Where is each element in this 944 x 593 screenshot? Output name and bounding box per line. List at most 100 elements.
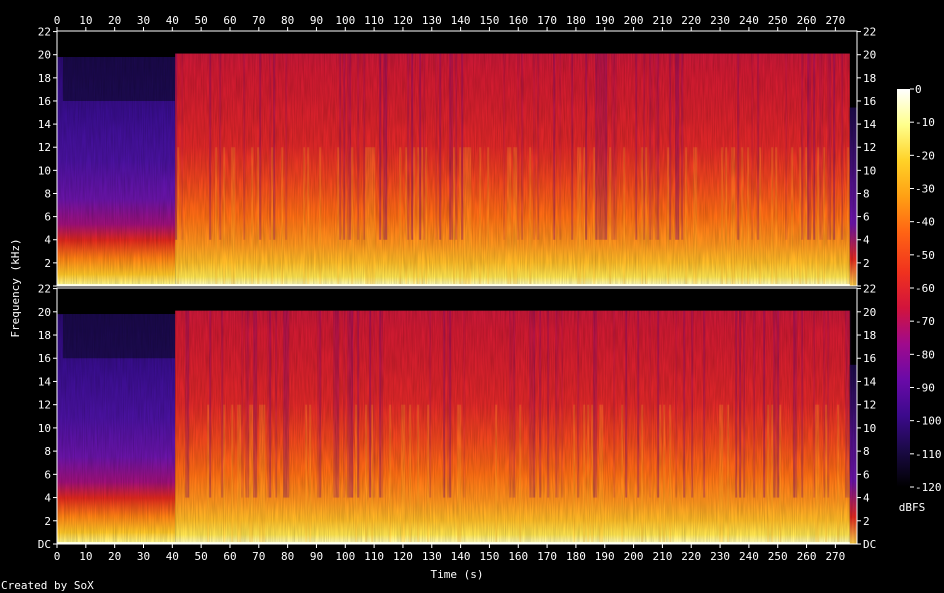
x-tick-label-bottom: 180 bbox=[566, 550, 586, 563]
x-tick-label-bottom: 60 bbox=[223, 550, 236, 563]
y-tick-label-left: 16 bbox=[38, 95, 51, 108]
y-tick-label-right: 18 bbox=[863, 72, 876, 85]
x-tick-label-top: 0 bbox=[54, 14, 61, 27]
y-tick-label-left: 14 bbox=[38, 375, 52, 388]
x-tick-label-top: 270 bbox=[825, 14, 845, 27]
x-tick-label-top: 260 bbox=[797, 14, 817, 27]
colorbar-tick-label: -80 bbox=[915, 348, 935, 361]
spectrogram-left bbox=[57, 31, 857, 286]
x-tick-label-top: 170 bbox=[537, 14, 557, 27]
x-tick-label-bottom: 10 bbox=[79, 550, 92, 563]
y-tick-label-right: DC bbox=[863, 538, 876, 551]
x-tick-label-top: 100 bbox=[335, 14, 355, 27]
y-tick-label-right: 6 bbox=[863, 468, 870, 481]
x-axis-label: Time (s) bbox=[431, 568, 484, 581]
spectrogram-right bbox=[57, 288, 857, 544]
x-tick-label-bottom: 50 bbox=[195, 550, 208, 563]
x-tick-label-top: 20 bbox=[108, 14, 121, 27]
colorbar-tick-label: -20 bbox=[915, 149, 935, 162]
x-tick-label-bottom: 80 bbox=[281, 550, 294, 563]
y-tick-label-left: 10 bbox=[38, 164, 51, 177]
y-tick-label-left: 18 bbox=[38, 329, 51, 342]
x-tick-label-top: 230 bbox=[710, 14, 730, 27]
dc-line bbox=[57, 284, 850, 286]
y-tick-label-left: 16 bbox=[38, 352, 51, 365]
x-tick-label-top: 120 bbox=[393, 14, 413, 27]
spectrogram-panels bbox=[57, 31, 857, 544]
x-tick-label-bottom: 20 bbox=[108, 550, 121, 563]
y-tick-label-right: 2 bbox=[863, 257, 870, 270]
x-tick-label-top: 80 bbox=[281, 14, 294, 27]
x-tick-label-bottom: 0 bbox=[54, 550, 61, 563]
y-tick-label-right: 18 bbox=[863, 329, 876, 342]
credit-text: Created by SoX bbox=[1, 579, 94, 592]
y-tick-label-left: 6 bbox=[44, 211, 51, 224]
x-tick-label-top: 70 bbox=[252, 14, 265, 27]
y-tick-label-right: 6 bbox=[863, 211, 870, 224]
y-tick-label-left: DC bbox=[38, 538, 51, 551]
panel-border bbox=[56, 30, 858, 287]
x-tick-label-bottom: 130 bbox=[422, 550, 442, 563]
panel-border bbox=[56, 287, 858, 545]
y-axis-label: Frequency (kHz) bbox=[9, 238, 22, 337]
colorbar-gradient bbox=[897, 89, 910, 487]
x-tick-label-top: 130 bbox=[422, 14, 442, 27]
y-tick-label-left: 4 bbox=[44, 492, 51, 505]
y-tick-label-left: 8 bbox=[44, 445, 51, 458]
y-tick-label-left: 12 bbox=[38, 141, 51, 154]
y-tick-label-right: 14 bbox=[863, 118, 877, 131]
colorbar-tick-label: -40 bbox=[915, 216, 935, 229]
x-tick-label-bottom: 170 bbox=[537, 550, 557, 563]
x-tick-label-top: 240 bbox=[739, 14, 759, 27]
x-tick-label-bottom: 210 bbox=[652, 550, 672, 563]
y-tick-label-right: 10 bbox=[863, 164, 876, 177]
x-tick-label-bottom: 40 bbox=[166, 550, 179, 563]
y-tick-label-left: 2 bbox=[44, 515, 51, 528]
x-tick-label-top: 90 bbox=[310, 14, 323, 27]
x-tick-label-top: 140 bbox=[451, 14, 471, 27]
noise-texture bbox=[57, 31, 857, 286]
x-tick-label-bottom: 140 bbox=[451, 550, 471, 563]
x-tick-label-bottom: 100 bbox=[335, 550, 355, 563]
y-tick-label-left: 22 bbox=[38, 26, 51, 39]
x-tick-label-bottom: 90 bbox=[310, 550, 323, 563]
x-tick-label-top: 110 bbox=[364, 14, 384, 27]
x-tick-label-bottom: 240 bbox=[739, 550, 759, 563]
y-tick-label-left: 12 bbox=[38, 399, 51, 412]
dc-line bbox=[57, 542, 850, 544]
y-tick-label-left: 20 bbox=[38, 49, 51, 62]
x-tick-label-bottom: 250 bbox=[768, 550, 788, 563]
y-tick-label-right: 4 bbox=[863, 492, 870, 505]
colorbar-ticks: 0 -10 -20 -30 -40 -50 -60 -70 -80 -90 -100 -110 -120 bbox=[910, 83, 942, 494]
y-tick-label-left: 10 bbox=[38, 422, 51, 435]
colorbar-tick-label: -10 bbox=[915, 116, 935, 129]
x-tick-label-bottom: 230 bbox=[710, 550, 730, 563]
x-tick-label-bottom: 200 bbox=[624, 550, 644, 563]
y-tick-label-left: 22 bbox=[38, 283, 51, 296]
y-tick-label-right: 10 bbox=[863, 422, 876, 435]
y-tick-label-right: 22 bbox=[863, 283, 876, 296]
x-tick-label-top: 60 bbox=[223, 14, 236, 27]
x-tick-label-top: 150 bbox=[479, 14, 499, 27]
colorbar-label: dBFS bbox=[899, 501, 926, 514]
y-tick-label-right: 14 bbox=[863, 375, 877, 388]
noise-texture bbox=[57, 288, 857, 544]
y-tick-label-left: 6 bbox=[44, 468, 51, 481]
x-tick-label-bottom: 150 bbox=[479, 550, 499, 563]
y-tick-label-right: 22 bbox=[863, 26, 876, 39]
y-tick-label-right: 12 bbox=[863, 141, 876, 154]
colorbar-tick-label: -70 bbox=[915, 315, 935, 328]
x-tick-label-top: 180 bbox=[566, 14, 586, 27]
x-tick-label-top: 160 bbox=[508, 14, 528, 27]
y-tick-label-right: 8 bbox=[863, 187, 870, 200]
colorbar-tick-label: -50 bbox=[915, 249, 935, 262]
x-tick-label-bottom: 270 bbox=[825, 550, 845, 563]
x-tick-label-bottom: 110 bbox=[364, 550, 384, 563]
x-tick-label-bottom: 190 bbox=[595, 550, 615, 563]
y-tick-label-right: 16 bbox=[863, 352, 876, 365]
x-tick-label-bottom: 160 bbox=[508, 550, 528, 563]
x-tick-label-top: 200 bbox=[624, 14, 644, 27]
x-tick-label-top: 50 bbox=[195, 14, 208, 27]
